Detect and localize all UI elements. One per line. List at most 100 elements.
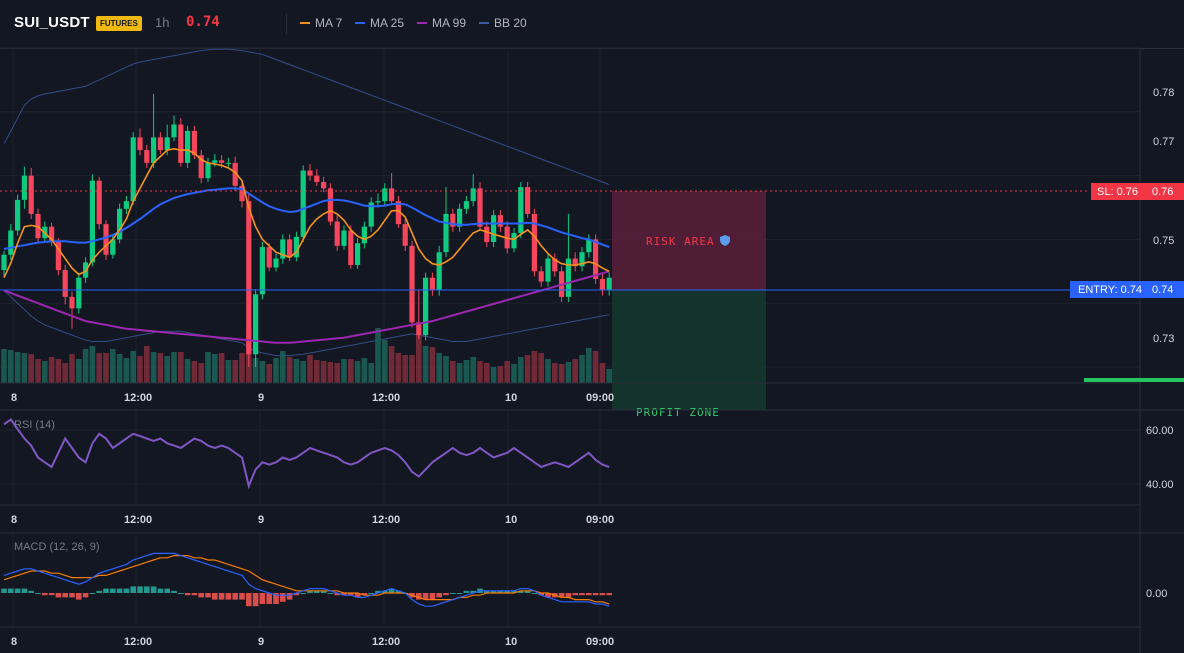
volume-bar xyxy=(55,359,62,383)
rsi-line xyxy=(3,418,610,490)
macd-histogram-bar xyxy=(205,593,211,598)
macd-histogram-bar xyxy=(341,593,347,596)
volume-bar xyxy=(144,346,150,383)
candle-body xyxy=(375,201,381,203)
volume-bar xyxy=(545,359,551,383)
volume-bar xyxy=(35,359,41,383)
macd-histogram-bar xyxy=(395,590,402,593)
macd-histogram-bar xyxy=(218,593,225,600)
symbol-name[interactable]: SUI_USDT xyxy=(14,14,90,31)
macd-histogram-bar xyxy=(327,593,334,594)
price-tick-075: 0.75 xyxy=(1153,235,1174,247)
macd-histogram-bar xyxy=(28,590,34,593)
macd-histogram-bar xyxy=(416,593,422,600)
take-profit-marker[interactable] xyxy=(1084,378,1184,382)
volume-bar xyxy=(586,348,592,383)
volume-bar xyxy=(21,353,28,383)
volume-bar xyxy=(579,355,585,383)
ma99-line xyxy=(3,270,610,344)
price-tick-078: 0.78 xyxy=(1153,87,1174,99)
macd-histogram-bar xyxy=(42,593,48,596)
candle-body xyxy=(341,230,347,246)
sl-price-tag xyxy=(1144,183,1184,200)
macd-indicator xyxy=(1,552,612,607)
macd-histogram-bar xyxy=(524,590,531,593)
macd-histogram-bar xyxy=(246,593,252,607)
macd-histogram-bar xyxy=(436,593,442,598)
volume-bar xyxy=(280,351,286,383)
candle-body xyxy=(552,258,558,272)
volume-bar xyxy=(477,361,483,383)
volume-bar xyxy=(395,353,402,383)
profit-zone[interactable] xyxy=(612,290,766,410)
macd-histogram-bar xyxy=(48,593,55,596)
timeframe-selector[interactable]: 1h xyxy=(155,15,170,30)
macd-histogram-bar xyxy=(55,593,62,598)
macd-histogram-bar xyxy=(511,590,517,593)
macd-histogram-bar xyxy=(320,590,327,593)
macd-histogram-bar xyxy=(259,593,266,604)
macd-histogram-bar xyxy=(103,588,109,593)
candle-body xyxy=(436,252,442,291)
volume-bar xyxy=(150,352,157,383)
ma7-swatch-icon xyxy=(300,22,310,24)
legend-ma99[interactable]: MA 99 xyxy=(417,16,466,30)
risk-area-zone[interactable] xyxy=(612,191,766,290)
candle-body xyxy=(606,277,612,291)
candle-body xyxy=(280,239,286,259)
futures-badge: FUTURES xyxy=(96,16,142,31)
volume-bar xyxy=(266,364,272,383)
macd-histogram-bar xyxy=(354,593,361,598)
shield-icon xyxy=(720,235,730,246)
candle-body xyxy=(565,258,571,297)
volume-bar xyxy=(429,347,436,383)
macd-histogram-bar xyxy=(157,588,164,593)
volume-bar xyxy=(110,349,116,383)
legend-ma25-label: MA 25 xyxy=(370,16,405,30)
time-label: 8 xyxy=(11,392,17,404)
legend-ma7[interactable]: MA 7 xyxy=(300,16,342,30)
macd-histogram-bar xyxy=(375,590,381,593)
candle-body xyxy=(219,160,225,163)
volume-bar xyxy=(599,363,606,383)
macd-histogram-bar xyxy=(348,593,354,596)
candle-body xyxy=(402,224,408,246)
candle-body xyxy=(191,130,197,156)
candle-body xyxy=(28,175,34,214)
candle-body xyxy=(443,213,449,253)
volume-bar xyxy=(48,357,55,383)
macd-histogram-bar xyxy=(314,590,320,593)
volume-bar xyxy=(314,360,320,383)
macd-histogram-bar xyxy=(470,590,476,593)
header-divider xyxy=(286,14,287,34)
time-label: 12:00 xyxy=(372,636,400,648)
entry-tag[interactable] xyxy=(1070,281,1144,298)
macd-histogram-bar xyxy=(239,593,245,600)
volume-bar xyxy=(273,358,279,383)
volume-bar xyxy=(62,363,68,383)
macd-histogram-bar xyxy=(490,590,497,593)
legend-ma7-label: MA 7 xyxy=(315,16,343,30)
bb-swatch-icon xyxy=(479,22,489,24)
macd-histogram-bar xyxy=(538,593,544,596)
candle-body xyxy=(96,180,102,225)
macd-histogram-bar xyxy=(572,593,578,596)
macd-histogram-bar xyxy=(110,588,116,593)
volume-bar xyxy=(28,354,34,383)
chart-grid xyxy=(0,47,1140,627)
macd-histogram-bar xyxy=(280,593,286,602)
candle-body xyxy=(178,124,184,163)
volume-bar xyxy=(82,349,89,383)
macd-histogram-bar xyxy=(504,590,510,593)
volume-bar xyxy=(42,361,48,383)
legend-bb20[interactable]: BB 20 xyxy=(479,16,527,30)
sl-tag[interactable] xyxy=(1091,183,1144,200)
candle-body xyxy=(300,170,306,237)
candle-body xyxy=(76,277,82,309)
macd-histogram-bar xyxy=(443,593,449,596)
volume-bar xyxy=(89,346,96,383)
volume-bar xyxy=(239,353,245,383)
time-label: 12:00 xyxy=(372,514,400,526)
legend-ma25[interactable]: MA 25 xyxy=(355,16,404,30)
